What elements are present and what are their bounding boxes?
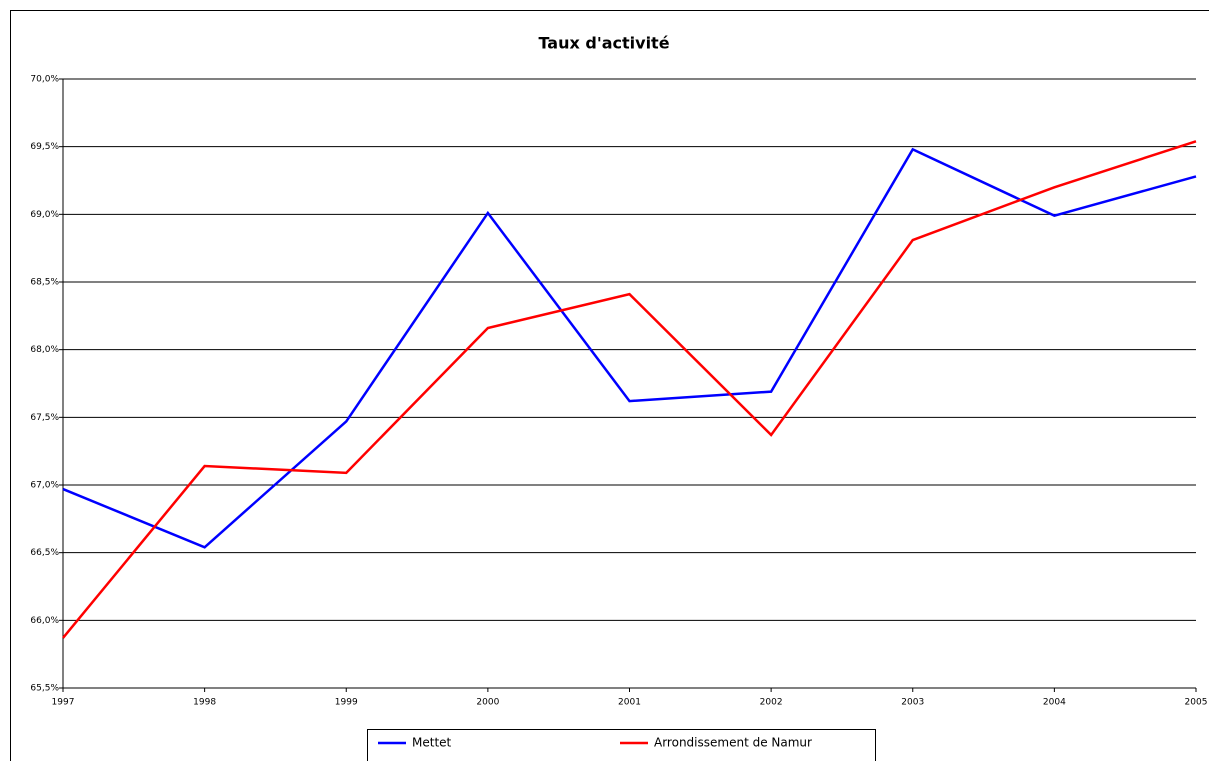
chart-border [10,10,1209,761]
y-tick-label: 70,0% [30,75,59,85]
chart-title: Taux d'activité [538,34,669,53]
legend-label: Arrondissement de Namur [654,736,812,750]
series-line [62,147,1197,549]
x-tick-label: 2005 [1185,698,1208,708]
legend-box [367,729,876,761]
series-line [62,140,1197,639]
y-tick-label: 67,5% [30,413,59,423]
x-tick-label: 2002 [760,698,783,708]
x-tick-label: 2001 [618,698,641,708]
x-tick-label: 2003 [901,698,924,708]
y-tick-label: 66,0% [30,616,59,626]
y-tick-label: 65,5% [30,684,59,694]
y-tick-label: 67,0% [30,481,59,491]
legend-label: Mettet [412,736,452,750]
x-tick-label: 2000 [476,698,499,708]
y-tick-label: 69,0% [30,210,59,220]
y-tick-label: 66,5% [30,548,59,558]
x-tick-label: 1997 [52,698,75,708]
x-tick-label: 2004 [1043,698,1066,708]
y-tick-label: 68,5% [30,278,59,288]
x-tick-label: 1999 [335,698,358,708]
y-tick-label: 68,0% [30,345,59,355]
x-tick-label: 1998 [193,698,216,708]
y-tick-label: 69,5% [30,142,59,152]
